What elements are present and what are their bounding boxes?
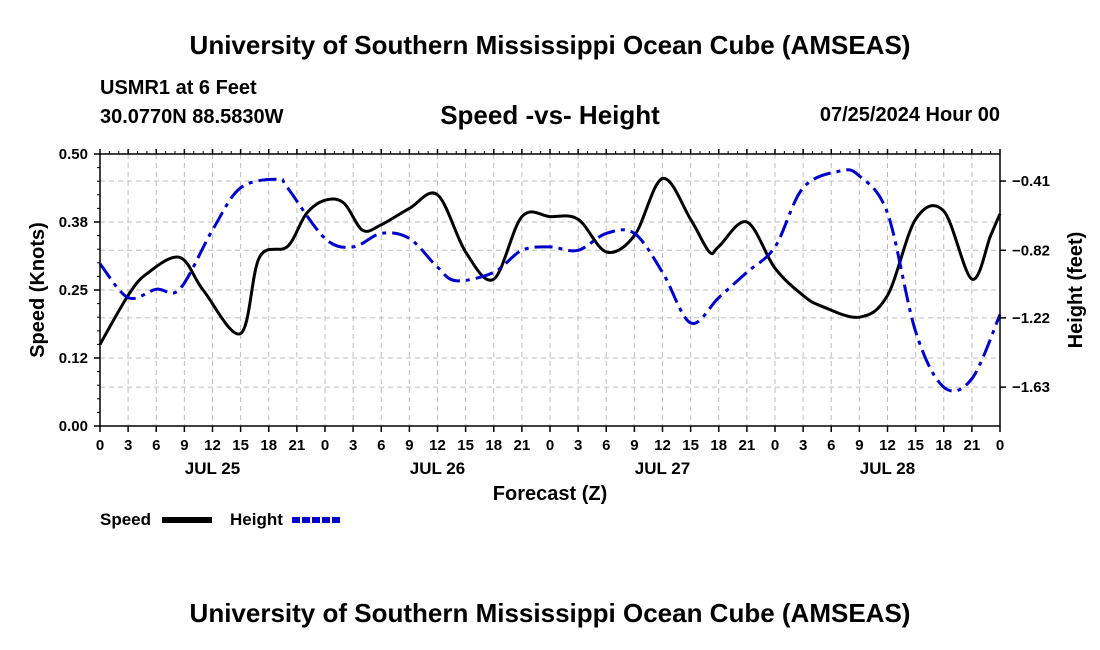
x-tick-label: 21 xyxy=(514,437,531,454)
x-tick-label: 6 xyxy=(827,437,835,454)
y-right-tick-label: −0.82 xyxy=(1012,242,1050,259)
main-title: University of Southern Mississippi Ocean… xyxy=(189,30,911,60)
x-tick-label: 9 xyxy=(405,437,413,454)
day-label: JUL 27 xyxy=(635,459,690,478)
footer-title: University of Southern Mississippi Ocean… xyxy=(189,598,911,628)
x-tick-label: 6 xyxy=(152,437,160,454)
y-left-tick-label: 0.00 xyxy=(59,418,88,435)
label-layer: 0 3 6 9 12 15 18 21 0 3 6 9 12 15 18 21 0 3 6 9 12 15 18 21 0 3 6 9… xyxy=(59,146,1050,478)
x-tick-label: 12 xyxy=(204,437,221,454)
x-tick-label: 12 xyxy=(429,437,446,454)
x-tick-label: 3 xyxy=(124,437,132,454)
x-tick-label: 12 xyxy=(879,437,896,454)
y-right-tick-label: −0.41 xyxy=(1012,173,1050,190)
series-line-height xyxy=(98,168,1002,393)
x-tick-label: 21 xyxy=(739,437,756,454)
x-tick-label: 6 xyxy=(377,437,385,454)
plot-frame xyxy=(99,153,1001,427)
x-axis-label: Forecast (Z) xyxy=(493,483,607,505)
legend-height-label: Height xyxy=(230,510,283,529)
x-tick-label: 9 xyxy=(855,437,863,454)
chart-title: Speed -vs- Height xyxy=(440,100,660,130)
x-tick-label: 18 xyxy=(485,437,502,454)
y-right-tick-label: −1.63 xyxy=(1012,379,1050,396)
x-tick-label: 0 xyxy=(321,437,329,454)
x-tick-label: 3 xyxy=(574,437,582,454)
axis-layer xyxy=(94,149,1006,432)
x-tick-label: 12 xyxy=(654,437,671,454)
x-tick-label: 3 xyxy=(349,437,357,454)
x-tick-label: 0 xyxy=(771,437,779,454)
x-tick-label: 21 xyxy=(289,437,306,454)
x-tick-label: 0 xyxy=(546,437,554,454)
legend-speed-label: Speed xyxy=(100,510,151,529)
y-axis-right-label: Height (feet) xyxy=(1065,232,1087,349)
x-tick-label: 15 xyxy=(682,437,699,454)
y-left-tick-label: 0.38 xyxy=(59,214,88,231)
y-left-tick-label: 0.12 xyxy=(59,350,88,367)
day-label: JUL 26 xyxy=(410,459,465,478)
x-tick-label: 9 xyxy=(630,437,638,454)
x-tick-label: 0 xyxy=(996,437,1004,454)
series-line-speed xyxy=(98,177,1002,346)
x-tick-label: 3 xyxy=(799,437,807,454)
y-axis-left-label: Speed (Knots) xyxy=(27,222,49,358)
x-tick-label: 18 xyxy=(710,437,727,454)
x-tick-label: 15 xyxy=(907,437,924,454)
x-tick-label: 15 xyxy=(457,437,474,454)
x-tick-label: 9 xyxy=(180,437,188,454)
y-right-tick-label: −1.22 xyxy=(1012,310,1050,327)
station-label: USMR1 at 6 Feet xyxy=(100,77,257,99)
forecast-date: 07/25/2024 Hour 00 xyxy=(819,104,1000,126)
x-tick-label: 6 xyxy=(602,437,610,454)
x-tick-label: 21 xyxy=(964,437,981,454)
y-left-tick-label: 0.25 xyxy=(59,282,88,299)
y-left-tick-label: 0.50 xyxy=(59,146,88,163)
x-tick-label: 0 xyxy=(96,437,104,454)
x-tick-label: 18 xyxy=(260,437,277,454)
day-label: JUL 25 xyxy=(185,459,240,478)
series-layer xyxy=(98,168,1002,393)
coordinates-label: 30.0770N 88.5830W xyxy=(100,106,284,128)
day-label: JUL 28 xyxy=(860,459,915,478)
x-tick-label: 18 xyxy=(935,437,952,454)
x-tick-label: 15 xyxy=(232,437,249,454)
